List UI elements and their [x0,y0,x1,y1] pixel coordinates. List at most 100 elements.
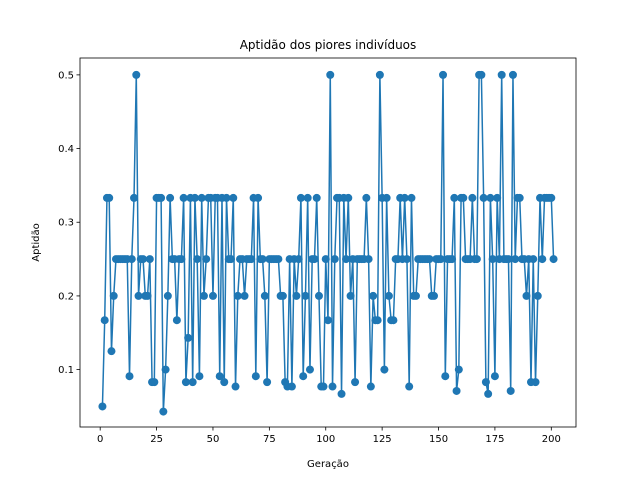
data-point [400,193,409,202]
data-point [193,255,202,264]
data-point [511,255,520,264]
data-point [441,372,450,381]
x-axis-label: Geração [307,459,349,470]
data-point [294,255,303,264]
series-layer [98,70,558,416]
data-point [533,291,542,300]
data-point [197,193,206,202]
data-point [161,365,170,374]
data-point [181,378,190,387]
data-point [364,255,373,264]
data-point [324,316,332,325]
tick-layer: 0 25 50 75 100 125 150 175 200 0.1 0.2 0.3 0.4 0.5 [58,70,561,445]
data-point [448,255,457,264]
data-point [143,291,152,300]
x-tick-label: 100 [316,434,335,445]
x-tick-label: 200 [542,434,561,445]
data-point [305,365,314,374]
data-point [303,193,312,202]
data-point [215,372,224,381]
data-point [287,382,296,391]
data-point [531,378,540,387]
y-tick-label: 0.1 [58,365,74,376]
data-point [163,291,172,300]
data-point [263,378,272,387]
data-point [150,378,159,387]
data-point [337,389,346,398]
x-tick-label: 50 [207,434,220,445]
data-point [314,291,323,300]
data-point [375,70,384,79]
data-point [504,255,513,264]
data-point [98,402,107,411]
data-point [105,193,114,202]
data-point [260,291,269,300]
data-point [278,291,287,300]
data-point [321,255,330,264]
data-point [486,193,495,202]
data-point [369,291,378,300]
x-tick-label: 25 [150,434,163,445]
data-point [254,193,263,202]
data-point [436,255,445,264]
data-point [299,372,308,381]
data-point [231,382,240,391]
data-point [195,372,204,381]
data-point [139,255,148,264]
data-point [454,365,463,374]
data-point [384,291,393,300]
data-point [508,70,517,79]
y-tick-label: 0.4 [58,144,74,155]
data-point [479,193,488,202]
data-point [184,333,193,342]
data-point [145,255,154,264]
data-point [172,316,181,325]
data-point [472,255,481,264]
data-point [179,193,188,202]
data-point [425,255,434,264]
data-point [166,193,175,202]
data-point [490,372,499,381]
x-tick-label: 75 [263,434,276,445]
data-point [328,382,337,391]
data-point [157,193,166,202]
data-point [109,291,118,300]
data-point [107,347,116,356]
data-point [411,291,420,300]
data-point [549,255,558,264]
data-point [481,378,490,387]
data-point [292,291,301,300]
data-point [199,291,208,300]
data-point [493,193,502,202]
y-tick-label: 0.5 [58,70,74,81]
data-point [220,378,229,387]
data-point [346,291,355,300]
y-axis-label: Aptidão [31,223,42,261]
y-tick-label: 0.3 [58,218,74,229]
data-point [202,255,211,264]
x-tick-label: 175 [485,434,504,445]
data-point [488,255,497,264]
data-point [373,316,382,325]
data-point [312,193,321,202]
data-point [547,193,556,202]
data-point [497,70,506,79]
data-point [258,255,267,264]
data-point [342,255,351,264]
data-point [522,291,531,300]
x-tick-label: 150 [429,434,448,445]
data-point [468,193,477,202]
data-point [274,255,283,264]
data-point [100,316,109,325]
data-point [459,193,468,202]
data-point [389,316,398,325]
data-point [319,382,328,391]
data-point [402,255,411,264]
data-point [330,255,339,264]
data-point [452,386,461,395]
data-point [506,386,515,395]
data-point [405,382,414,391]
data-point [484,389,493,398]
data-point [125,372,134,381]
